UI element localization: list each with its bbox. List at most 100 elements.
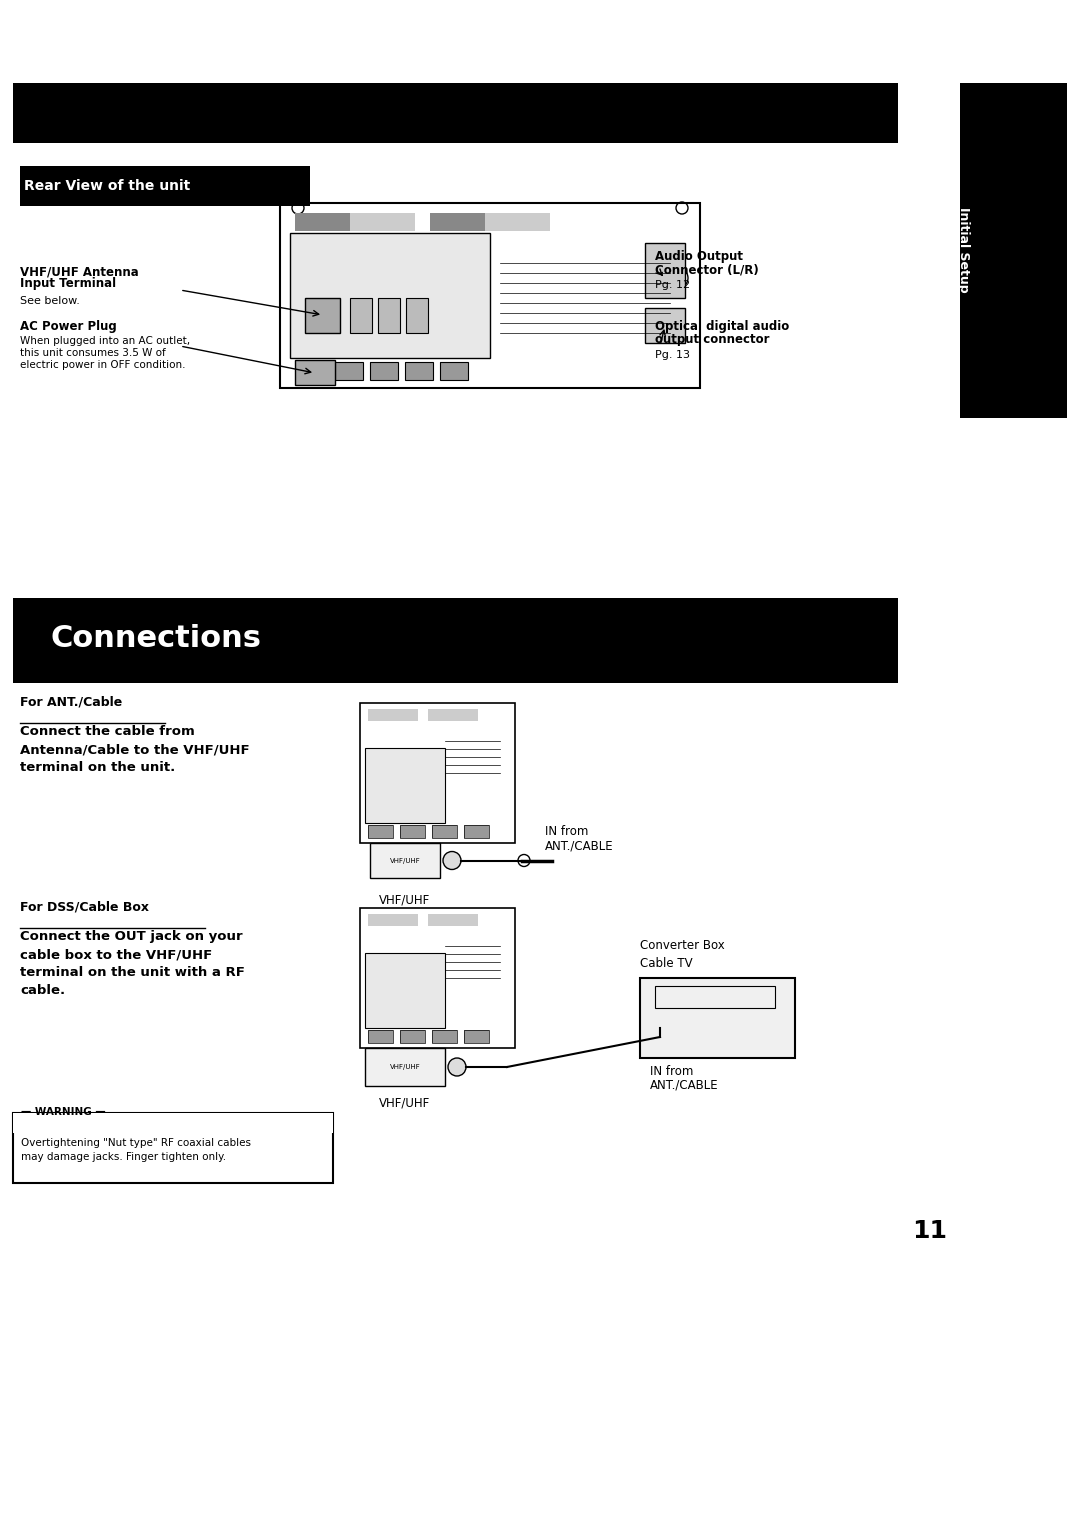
- Text: terminal on the unit.: terminal on the unit.: [21, 761, 175, 775]
- Circle shape: [669, 267, 688, 287]
- Bar: [645, 243, 685, 298]
- Bar: [428, 709, 478, 721]
- Text: Connect the OUT jack on your: Connect the OUT jack on your: [21, 931, 243, 943]
- Bar: [360, 703, 515, 843]
- Text: VHF/UHF: VHF/UHF: [379, 892, 431, 906]
- Bar: [378, 298, 400, 333]
- Text: When plugged into an AC outlet,: When plugged into an AC outlet,: [21, 336, 190, 345]
- Circle shape: [676, 202, 688, 214]
- Bar: [368, 709, 418, 721]
- Bar: [405, 362, 433, 380]
- Bar: [360, 908, 515, 1048]
- Bar: [300, 362, 328, 380]
- Bar: [370, 362, 399, 380]
- Text: Optical digital audio: Optical digital audio: [654, 319, 789, 333]
- Bar: [13, 597, 897, 683]
- Text: Rear View of the unit: Rear View of the unit: [24, 179, 190, 193]
- Bar: [21, 167, 310, 206]
- Bar: [432, 825, 457, 837]
- Text: electric power in OFF condition.: electric power in OFF condition.: [21, 361, 186, 370]
- Text: VHF/UHF Antenna: VHF/UHF Antenna: [21, 264, 138, 278]
- Bar: [960, 83, 1067, 419]
- Bar: [295, 361, 335, 385]
- Text: For ANT./Cable: For ANT./Cable: [21, 695, 122, 707]
- Text: terminal on the unit with a RF: terminal on the unit with a RF: [21, 966, 245, 979]
- Bar: [365, 749, 445, 824]
- Bar: [400, 825, 426, 837]
- Text: — WARNING —: — WARNING —: [21, 1106, 106, 1117]
- Bar: [432, 1030, 457, 1044]
- Text: IN from: IN from: [545, 825, 589, 837]
- Circle shape: [518, 854, 530, 866]
- Text: Pg. 12: Pg. 12: [654, 280, 690, 290]
- Bar: [365, 749, 445, 824]
- Bar: [440, 362, 468, 380]
- Bar: [464, 1030, 489, 1044]
- Bar: [645, 243, 685, 298]
- Bar: [645, 309, 685, 342]
- Text: Connections: Connections: [50, 623, 261, 652]
- Bar: [365, 1048, 445, 1086]
- Bar: [464, 825, 489, 837]
- Bar: [654, 986, 775, 1008]
- Circle shape: [418, 992, 430, 1004]
- Bar: [640, 978, 795, 1057]
- Circle shape: [395, 787, 407, 799]
- Text: output connector: output connector: [654, 333, 769, 345]
- Text: VHF/UHF: VHF/UHF: [390, 1063, 420, 1070]
- Text: 11: 11: [913, 1219, 947, 1242]
- Text: Overtightening "Nut type" RF coaxial cables
may damage jacks. Finger tighten onl: Overtightening "Nut type" RF coaxial cab…: [21, 1138, 251, 1161]
- Circle shape: [654, 1021, 675, 1041]
- Bar: [464, 1030, 489, 1044]
- Text: Pg. 13: Pg. 13: [654, 350, 690, 361]
- Text: this unit consumes 3.5 W of: this unit consumes 3.5 W of: [21, 348, 165, 358]
- Bar: [428, 914, 478, 926]
- Bar: [400, 1030, 426, 1044]
- Bar: [300, 362, 328, 380]
- Circle shape: [418, 787, 430, 799]
- Bar: [370, 843, 440, 879]
- Bar: [378, 298, 400, 333]
- Bar: [305, 298, 340, 333]
- Text: See below.: See below.: [21, 296, 80, 306]
- Text: VHF/UHF: VHF/UHF: [379, 1096, 431, 1109]
- Bar: [430, 212, 550, 231]
- Bar: [640, 978, 795, 1057]
- Circle shape: [372, 787, 384, 799]
- Bar: [440, 362, 468, 380]
- Bar: [280, 203, 700, 388]
- Bar: [335, 362, 363, 380]
- Text: IN from: IN from: [650, 1065, 693, 1077]
- Circle shape: [448, 1057, 465, 1076]
- Text: Initial Setup: Initial Setup: [957, 208, 970, 293]
- Bar: [13, 1112, 333, 1132]
- Text: Input Terminal: Input Terminal: [21, 277, 117, 290]
- Bar: [406, 298, 428, 333]
- Bar: [295, 212, 350, 231]
- Circle shape: [657, 318, 673, 335]
- Text: Antenna/Cable to the VHF/UHF: Antenna/Cable to the VHF/UHF: [21, 743, 249, 756]
- Text: Audio Output: Audio Output: [654, 251, 743, 263]
- Bar: [368, 1030, 393, 1044]
- Text: Connect the cable from: Connect the cable from: [21, 724, 194, 738]
- Circle shape: [443, 851, 461, 869]
- Text: Cable TV: Cable TV: [640, 957, 692, 970]
- Bar: [350, 298, 372, 333]
- Text: cable box to the VHF/UHF: cable box to the VHF/UHF: [21, 947, 213, 961]
- Bar: [406, 298, 428, 333]
- Bar: [13, 83, 897, 144]
- Bar: [368, 825, 393, 837]
- Bar: [645, 309, 685, 342]
- Bar: [365, 953, 445, 1028]
- Text: ANT./CABLE: ANT./CABLE: [545, 839, 613, 853]
- Bar: [13, 1112, 333, 1183]
- Bar: [350, 298, 372, 333]
- Bar: [432, 825, 457, 837]
- Bar: [400, 825, 426, 837]
- Bar: [432, 1030, 457, 1044]
- Text: cable.: cable.: [21, 984, 65, 996]
- Bar: [291, 232, 490, 358]
- Circle shape: [395, 992, 407, 1004]
- Bar: [368, 1030, 393, 1044]
- Circle shape: [648, 267, 669, 287]
